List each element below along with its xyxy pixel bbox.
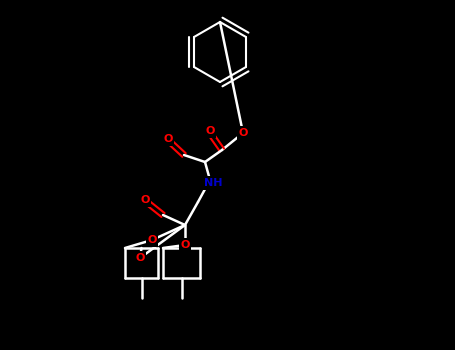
Text: O: O: [238, 128, 248, 138]
Text: O: O: [147, 235, 157, 245]
Text: O: O: [205, 126, 215, 136]
Text: O: O: [180, 240, 190, 250]
Text: O: O: [135, 253, 145, 263]
Text: NH: NH: [204, 178, 222, 188]
Text: O: O: [163, 134, 173, 144]
Text: O: O: [140, 195, 150, 205]
